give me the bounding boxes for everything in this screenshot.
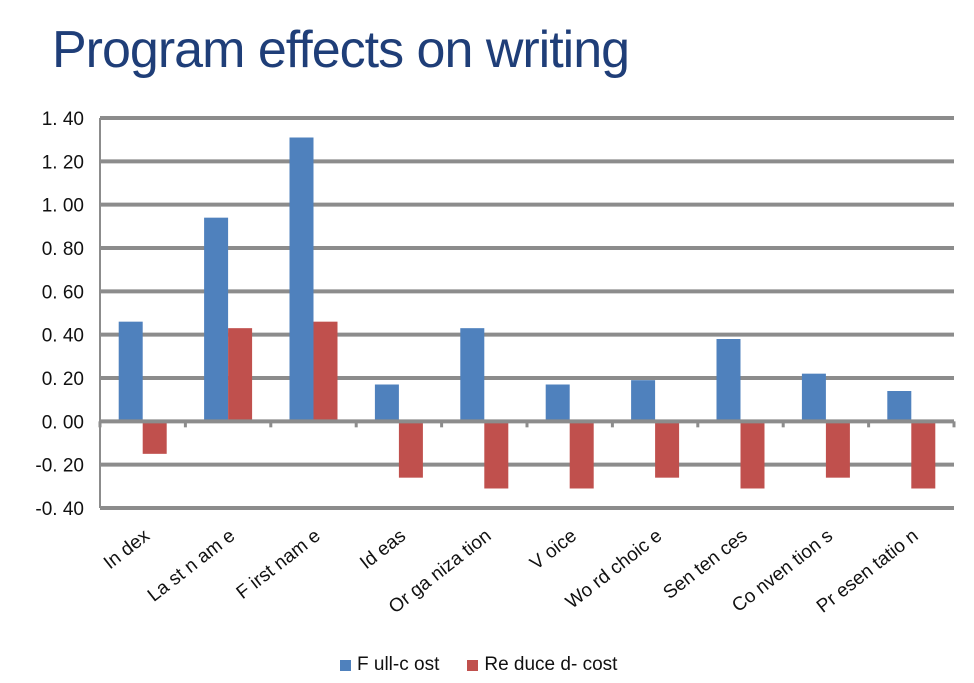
- chart-title: Program effects on writing: [52, 21, 630, 79]
- bar-reduced-cost: [142, 421, 167, 454]
- x-category-label: F irst nam e: [233, 525, 325, 603]
- x-category-label: La st n am e: [144, 525, 239, 606]
- legend-item-reduced-cost: Re duce d- cost: [467, 654, 617, 676]
- y-tick-label: 0. 20: [42, 369, 84, 390]
- legend-swatch-reduced-cost: [467, 659, 479, 671]
- bar-reduced-cost: [569, 421, 594, 489]
- y-tick-label: 0. 00: [42, 412, 84, 433]
- bar-full-cost: [887, 391, 912, 422]
- y-tick-label: -0. 20: [35, 456, 84, 477]
- y-tick-label: 1. 20: [42, 152, 84, 173]
- x-category-label: In dex: [100, 525, 154, 574]
- bar-full-cost: [545, 384, 570, 422]
- bar-full-cost: [460, 328, 485, 422]
- legend-item-full-cost: F ull-c ost: [340, 654, 439, 676]
- y-tick-label: 0. 40: [42, 326, 84, 347]
- bar-reduced-cost: [398, 421, 423, 478]
- bar-reduced-cost: [655, 421, 680, 478]
- y-tick-label: 1. 00: [42, 196, 84, 217]
- x-category-label: Id eas: [356, 525, 410, 573]
- bar-full-cost: [204, 217, 229, 422]
- legend: F ull-c ost Re duce d- cost: [340, 654, 637, 676]
- bar-reduced-cost: [911, 421, 936, 489]
- y-tick-label: 1. 40: [42, 109, 84, 130]
- y-tick-label: 0. 60: [42, 282, 84, 303]
- bar-reduced-cost: [484, 421, 509, 489]
- legend-label-reduced-cost: Re duce d- cost: [484, 654, 618, 675]
- legend-label-full-cost: F ull-c ost: [357, 654, 440, 675]
- bar-reduced-cost: [825, 421, 850, 478]
- bar-reduced-cost: [228, 328, 253, 422]
- legend-swatch-full-cost: [340, 659, 351, 671]
- bar-full-cost: [289, 137, 314, 422]
- y-tick-label: 0. 80: [42, 239, 84, 260]
- bar-full-cost: [631, 380, 656, 422]
- bar-full-cost: [118, 321, 143, 422]
- x-category-label: V oice: [526, 525, 581, 574]
- y-tick-label: -0. 40: [35, 499, 84, 520]
- bar-reduced-cost: [740, 421, 765, 489]
- bar-full-cost: [374, 384, 399, 422]
- bar-full-cost: [801, 373, 826, 422]
- bar-full-cost: [716, 339, 741, 422]
- bar-reduced-cost: [313, 321, 338, 422]
